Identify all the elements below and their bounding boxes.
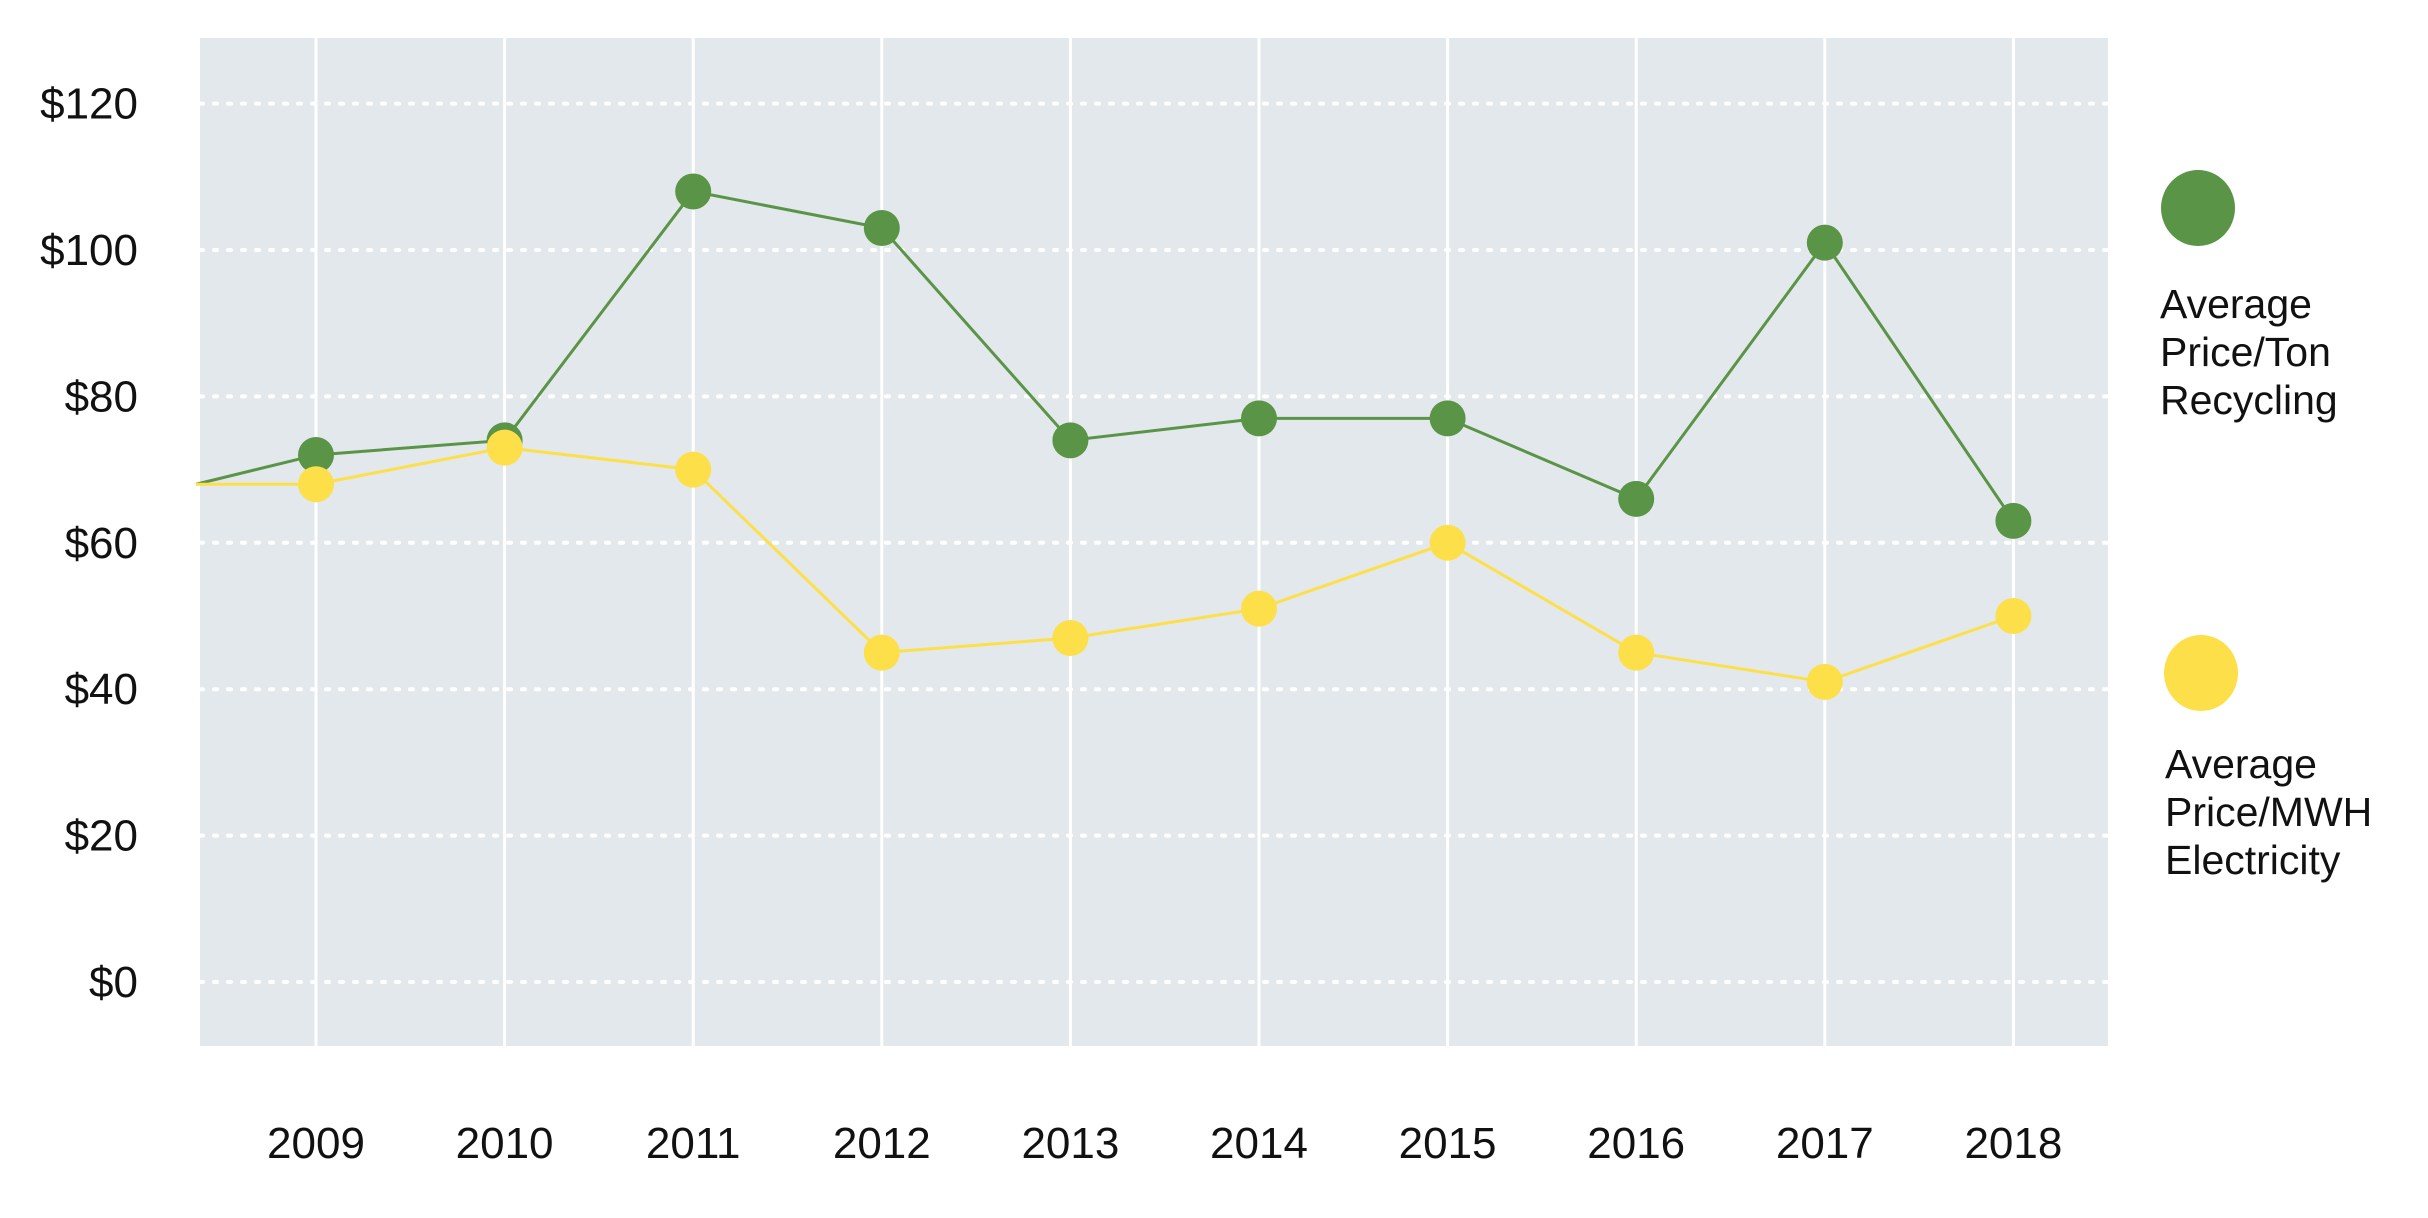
y-tick-label: $120 [40, 80, 138, 129]
data-point [675, 173, 712, 210]
legend-marker [2161, 170, 2235, 246]
data-point [298, 466, 334, 503]
x-axis: 2009 2010 2011 2012 2013 2014 2015 2016 2017 2018 [267, 1119, 2062, 1168]
legend: AveragePrice/TonRecyclingAveragePrice/MW… [2160, 170, 2372, 883]
x-tick-label: 2013 [1021, 1119, 1119, 1168]
data-point [863, 634, 900, 671]
x-tick-label: 2016 [1587, 1119, 1685, 1168]
data-point [486, 429, 523, 466]
legend-label: Average [2160, 281, 2312, 327]
x-tick-label: 2017 [1776, 1119, 1874, 1168]
data-point [1429, 524, 1466, 561]
x-tick-label: 2010 [456, 1119, 554, 1168]
y-tick-label: $40 [65, 665, 138, 714]
data-point [1052, 422, 1089, 459]
x-tick-label: 2011 [646, 1119, 741, 1168]
x-tick-label: 2012 [833, 1119, 931, 1168]
data-point [863, 210, 900, 247]
x-tick-label: 2018 [1964, 1119, 2062, 1168]
y-tick-label: $20 [65, 812, 138, 861]
data-point [1618, 480, 1655, 517]
data-point [1806, 224, 1843, 261]
y-tick-label: $100 [40, 226, 138, 275]
data-point [298, 436, 334, 473]
grid [198, 38, 2110, 1046]
y-tick-label: $60 [65, 519, 138, 568]
data-point [1241, 400, 1277, 437]
data-point [1995, 502, 2032, 539]
x-tick-label: 2009 [267, 1119, 365, 1168]
series-2 [196, 429, 2032, 700]
legend-marker [2164, 635, 2238, 711]
y-tick-label: $0 [89, 958, 138, 1007]
legend-label: Price/MWH [2165, 789, 2372, 835]
y-axis: $0 $20 $40 $60 $80 $100 $120 [40, 80, 138, 1007]
data-point [1995, 598, 2032, 634]
x-tick-label: 2014 [1210, 1119, 1308, 1168]
series-layer [195, 173, 2032, 700]
data-point [1429, 400, 1466, 437]
data-point [1806, 663, 1843, 700]
series-1 [195, 173, 2032, 539]
x-tick-label: 2015 [1399, 1119, 1497, 1168]
legend-label: Average [2165, 741, 2317, 787]
data-point [1241, 590, 1277, 627]
data-point [1618, 634, 1655, 671]
data-point [1052, 619, 1089, 656]
legend-label: Price/Ton [2160, 329, 2331, 375]
data-point [675, 451, 712, 488]
legend-label: Electricity [2165, 837, 2341, 883]
y-tick-label: $80 [65, 372, 138, 421]
legend-label: Recycling [2160, 377, 2338, 423]
